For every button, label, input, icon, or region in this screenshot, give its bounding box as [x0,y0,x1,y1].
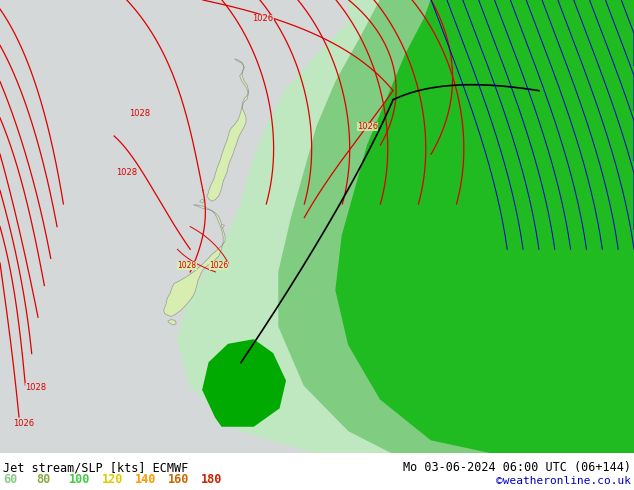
Polygon shape [203,340,285,426]
Polygon shape [164,205,225,317]
Text: ©weatheronline.co.uk: ©weatheronline.co.uk [496,476,631,486]
Text: 180: 180 [201,473,223,486]
Text: 100: 100 [69,473,91,486]
Polygon shape [168,319,176,325]
Text: 1028: 1028 [25,383,46,392]
Polygon shape [336,0,634,453]
Polygon shape [178,0,634,453]
Text: 1026: 1026 [252,14,274,23]
Text: 1026: 1026 [357,122,378,131]
Text: 1026: 1026 [13,419,34,428]
Polygon shape [207,59,249,201]
Text: 160: 160 [168,473,190,486]
Text: 1028: 1028 [129,109,150,118]
Text: Jet stream/SLP [kts] ECMWF: Jet stream/SLP [kts] ECMWF [3,462,188,474]
Text: 1028: 1028 [178,261,197,270]
Text: 1028: 1028 [116,168,138,177]
Text: Mo 03-06-2024 06:00 UTC (06+144): Mo 03-06-2024 06:00 UTC (06+144) [403,462,631,474]
Text: 60: 60 [3,473,17,486]
Text: 80: 80 [36,473,50,486]
Polygon shape [221,224,224,227]
Polygon shape [200,199,204,203]
Polygon shape [279,0,634,453]
Text: 1026: 1026 [209,261,228,270]
Text: 140: 140 [135,473,157,486]
Text: 120: 120 [102,473,124,486]
